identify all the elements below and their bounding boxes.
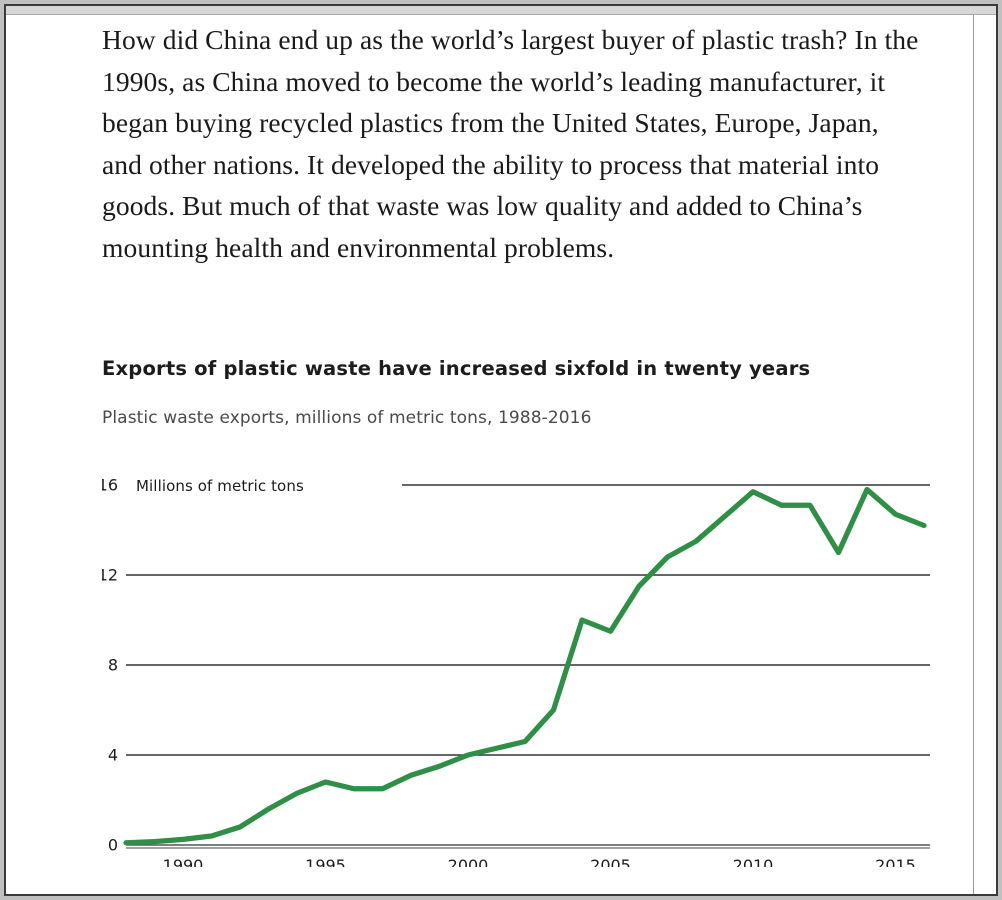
x-tick-label: 1990: [163, 856, 204, 867]
plastic-waste-exports-line: [123, 486, 927, 846]
x-tick-label: 2000: [448, 856, 489, 867]
chart-figure: Exports of plastic waste have increased …: [102, 355, 932, 867]
chart-plot-area: 0 4 8 12 16 1990 1995 2000 2005 2010 2015 Million…: [102, 467, 932, 887]
y-tick-label: 12: [102, 566, 118, 585]
x-tick-label: 1995: [305, 856, 346, 867]
y-tick-label: 8: [108, 656, 118, 675]
article-paragraph: How did China end up as the world’s larg…: [102, 24, 919, 263]
chart-y-axis-labels: 0 4 8 12 16: [102, 476, 118, 855]
x-tick-label: 2005: [590, 856, 631, 867]
x-tick-label: 2015: [875, 856, 916, 867]
y-tick-label: 16: [102, 476, 118, 495]
chart-gridlines: [126, 484, 930, 849]
chart-x-axis-labels: 1990 1995 2000 2005 2010 2015: [163, 856, 916, 867]
y-tick-label: 0: [108, 836, 118, 855]
line-chart-svg: 0 4 8 12 16 1990 1995 2000 2005 2010 2015 Million…: [102, 476, 930, 867]
y-tick-label: 4: [108, 746, 118, 765]
chart-subtitle: Plastic waste exports, millions of metri…: [102, 408, 592, 428]
article-page-surface: How did China end up as the world’s larg…: [6, 15, 974, 894]
viewer-top-strip: [6, 6, 996, 15]
y-axis-unit-label: Millions of metric tons: [136, 477, 304, 495]
x-tick-label: 2010: [733, 856, 774, 867]
page-right-gutter: [975, 15, 996, 894]
document-viewport: How did China end up as the world’s larg…: [4, 4, 998, 896]
article-body: How did China end up as the world’s larg…: [102, 19, 922, 268]
chart-title: Exports of plastic waste have increased …: [102, 357, 811, 380]
